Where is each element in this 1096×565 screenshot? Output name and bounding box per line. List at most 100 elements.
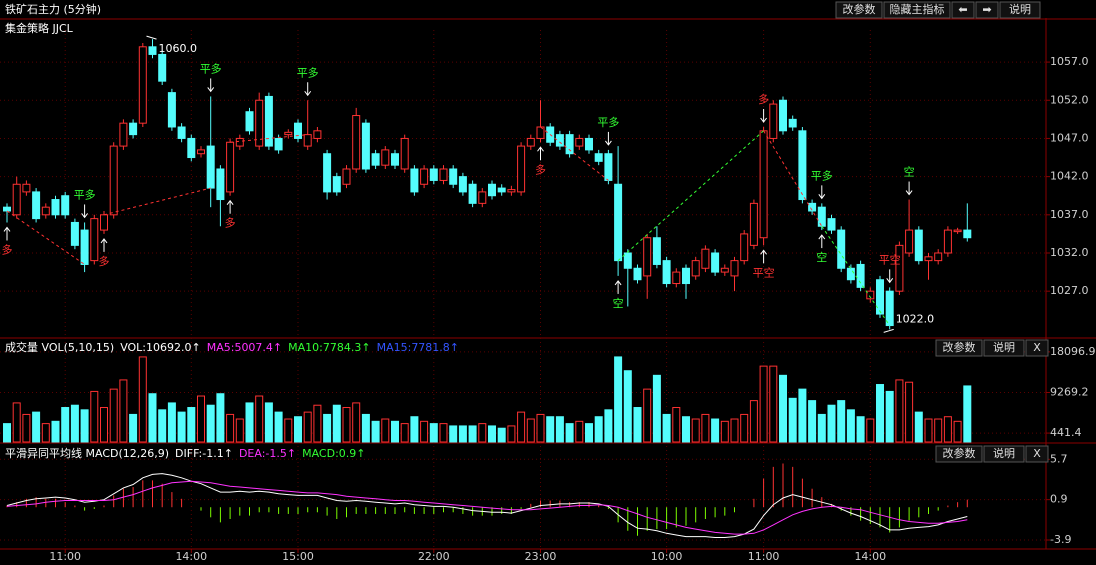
button[interactable]: 说明 [983, 445, 1025, 463]
volume-bar [109, 388, 118, 443]
volume-bar [51, 420, 60, 443]
panel-header-item: 平滑异同平均线 MACD(12,26,9) [5, 446, 169, 460]
button[interactable]: X [1025, 445, 1049, 463]
volume-bar [895, 379, 904, 443]
button-frame[interactable] [1025, 445, 1049, 463]
candle-body [711, 252, 720, 273]
price-pointer [146, 35, 157, 40]
button-frame[interactable] [1025, 339, 1049, 357]
signal-label: 平多 [811, 168, 833, 182]
button[interactable]: 改参数 [935, 445, 983, 463]
volume-bar [691, 418, 700, 443]
volume-bar [361, 413, 370, 443]
button-label[interactable]: X [1033, 447, 1041, 460]
volume-bar [138, 356, 147, 443]
y-tick-label: 1032.0 [1050, 246, 1089, 259]
panel-header-item: DIFF:-1.1↑ [175, 447, 233, 460]
volume-bar [711, 418, 720, 443]
button-label[interactable]: 改参数 [943, 340, 976, 354]
y-tick-label: 1042.0 [1050, 170, 1089, 183]
button[interactable]: X [1025, 339, 1049, 357]
volume-bar [235, 418, 244, 443]
button[interactable]: 说明 [999, 1, 1041, 19]
volume-bar [206, 404, 215, 443]
candle-body [672, 271, 681, 285]
volume-bar [323, 413, 332, 443]
candle-body [594, 153, 603, 162]
x-tick-label: 11:00 [748, 550, 780, 563]
trade-line [763, 130, 823, 227]
candle-body [507, 189, 516, 193]
candle-body [837, 229, 846, 269]
candle-body [206, 145, 215, 189]
volume-bar [876, 384, 884, 443]
candle-body [313, 130, 322, 139]
volume-bar [817, 413, 826, 443]
button-frame[interactable] [935, 445, 983, 463]
candle-body [585, 137, 593, 151]
candle-body [391, 153, 399, 166]
volume-bar [652, 374, 661, 443]
button[interactable]: 改参数 [935, 339, 983, 357]
button[interactable]: 隐藏主指标 [883, 1, 951, 19]
candle-body [856, 263, 865, 288]
button-frame[interactable] [983, 445, 1025, 463]
candle-body [633, 267, 642, 281]
signal-label: 空 [904, 165, 915, 179]
candle-body [80, 229, 89, 265]
signal-label: 多 [99, 254, 110, 268]
button-label[interactable]: X [1033, 341, 1041, 354]
trade-line [6, 210, 85, 265]
button-frame[interactable] [883, 1, 951, 19]
button-label[interactable]: 改参数 [943, 446, 976, 460]
price-pointer [883, 328, 894, 333]
candle-body [701, 248, 710, 269]
candle-body [885, 290, 894, 327]
candle-body [788, 118, 797, 128]
volume-bar [905, 381, 914, 443]
button-label[interactable]: ⬅ [958, 3, 967, 16]
volume-bar [749, 400, 758, 443]
volume-bar [167, 402, 176, 443]
volume-bar [439, 423, 448, 443]
button[interactable]: 改参数 [835, 1, 883, 19]
button-frame[interactable] [935, 339, 983, 357]
button-frame[interactable] [983, 339, 1025, 357]
candle-body [555, 134, 564, 147]
button-frame[interactable] [951, 1, 975, 19]
volume-bar [759, 365, 768, 443]
button[interactable]: ➡ [975, 1, 999, 19]
candle-body [458, 176, 467, 193]
candle-body [914, 229, 923, 262]
candle-body [235, 137, 244, 147]
volume-bar [866, 418, 875, 443]
strategy-title: 集金策略 JJCL [5, 21, 74, 35]
volume-bar [536, 413, 545, 443]
button[interactable]: ⬅ [951, 1, 975, 19]
volume-bar [187, 407, 196, 443]
trade-line [540, 126, 609, 181]
volume-bar [488, 425, 496, 443]
button[interactable]: 说明 [983, 339, 1025, 357]
signal-arrowhead [818, 194, 826, 200]
button-label[interactable]: 说明 [993, 446, 1015, 460]
button-label[interactable]: 说明 [993, 340, 1015, 354]
volume-bar [129, 413, 138, 443]
candle-body [769, 103, 778, 139]
candle-body [614, 183, 623, 262]
button-label[interactable]: 隐藏主指标 [890, 2, 945, 16]
y-tick-label: 0.9 [1050, 493, 1068, 506]
y-tick-label: 1047.0 [1050, 131, 1089, 144]
button-frame[interactable] [975, 1, 999, 19]
button-frame[interactable] [835, 1, 883, 19]
volume-bar [226, 413, 235, 443]
button-label[interactable]: 说明 [1009, 2, 1031, 16]
button-label[interactable]: 改参数 [843, 2, 876, 16]
button-frame[interactable] [999, 1, 1041, 19]
panel-header-item: 成交量 VOL(5,10,15) [5, 340, 114, 354]
candle-body [361, 122, 370, 170]
volume-bar [177, 411, 186, 443]
candle-body [895, 244, 904, 292]
button-label[interactable]: ➡ [982, 3, 991, 16]
